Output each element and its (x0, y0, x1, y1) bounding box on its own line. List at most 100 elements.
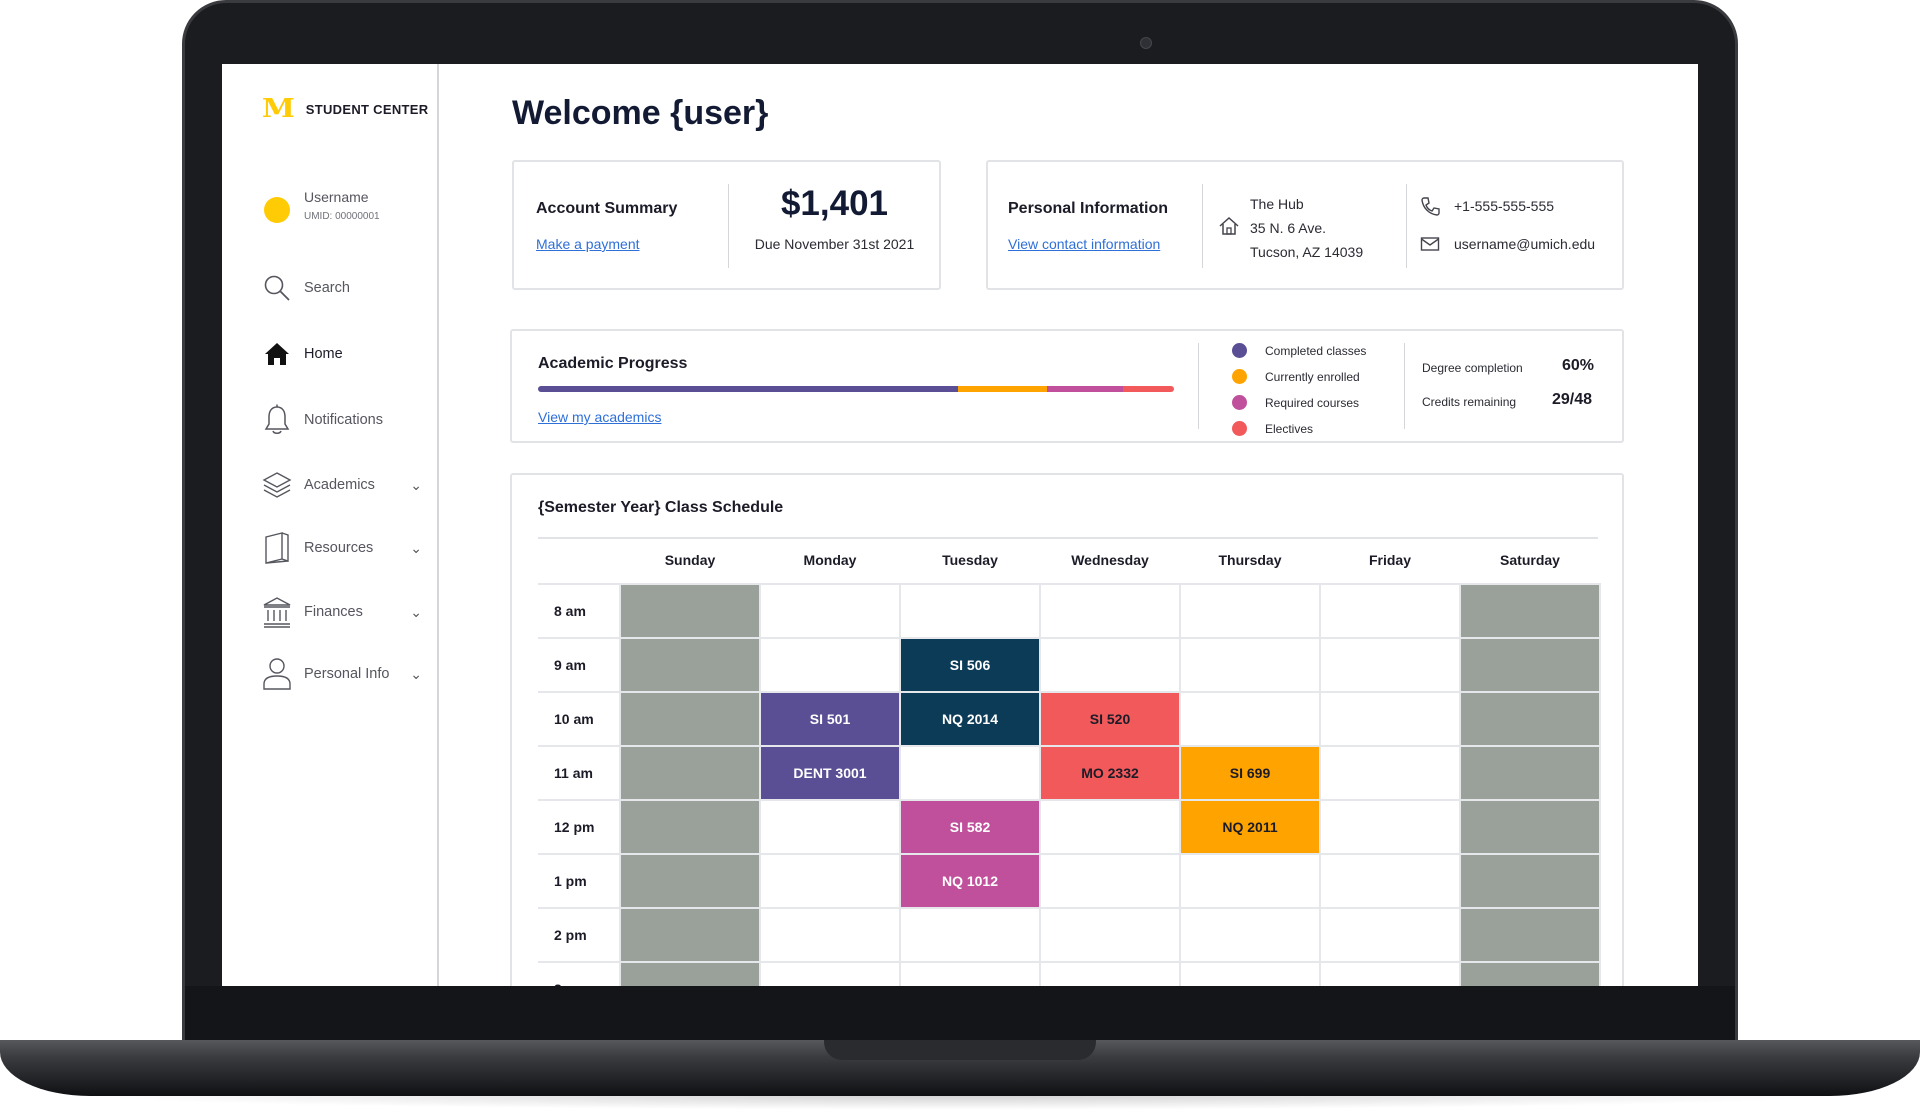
empty-slot[interactable] (1179, 853, 1321, 909)
account-summary-card: Account Summary Make a payment $1,401 Du… (512, 160, 941, 290)
divider (1202, 184, 1203, 268)
day-header: Sunday (664, 552, 716, 568)
schedule-row: 10 am SI 501 NQ 2014 SI 520 (538, 691, 1601, 747)
empty-slot[interactable] (1319, 799, 1461, 855)
legend-swatch (1232, 421, 1247, 436)
day-header: Tuesday (942, 552, 998, 568)
academic-progress-title: Academic Progress (538, 355, 688, 372)
sidebar-item-notifications[interactable]: Notifications (262, 404, 422, 436)
divider (1404, 343, 1405, 429)
empty-slot[interactable] (1179, 583, 1321, 639)
class-block[interactable]: SI 699 (1179, 745, 1321, 801)
sidebar-item-label: Academics (304, 477, 375, 493)
class-block[interactable]: SI 501 (759, 691, 901, 747)
empty-slot[interactable] (759, 637, 901, 693)
class-block[interactable]: SI 520 (1039, 691, 1181, 747)
sidebar-item-academics[interactable]: Academics ⌄ (262, 469, 422, 501)
empty-slot[interactable] (1319, 853, 1461, 909)
bank-icon (262, 596, 292, 628)
empty-slot[interactable] (899, 961, 1041, 986)
sidebar-item-personal-info[interactable]: Personal Info ⌄ (262, 658, 422, 690)
empty-slot[interactable] (1039, 583, 1181, 639)
empty-slot[interactable] (1179, 907, 1321, 963)
sidebar-item-search[interactable]: Search (262, 272, 422, 304)
divider (1406, 184, 1407, 268)
chevron-down-icon[interactable]: ⌄ (410, 476, 422, 493)
day-header: Monday (803, 552, 857, 568)
username: Username (304, 189, 369, 205)
empty-slot[interactable] (1319, 907, 1461, 963)
empty-slot[interactable] (1039, 637, 1181, 693)
empty-slot[interactable] (759, 583, 901, 639)
legend-label: Required courses (1265, 395, 1360, 410)
schedule-row: 8 am (538, 583, 1601, 639)
unavailable-cell (1459, 907, 1601, 963)
mail-icon (1420, 236, 1440, 257)
empty-slot[interactable] (1039, 853, 1181, 909)
empty-slot[interactable] (1319, 961, 1461, 986)
empty-slot[interactable] (1179, 691, 1321, 747)
empty-slot[interactable] (899, 907, 1041, 963)
class-block[interactable]: SI 582 (899, 799, 1041, 855)
time-header (538, 537, 620, 584)
sidebar-item-resources[interactable]: Resources ⌄ (262, 532, 422, 564)
phone-number[interactable]: +1-555-555-555 (1454, 198, 1555, 214)
empty-slot[interactable] (899, 583, 1041, 639)
class-block[interactable]: NQ 2014 (899, 691, 1041, 747)
empty-slot[interactable] (1319, 583, 1461, 639)
schedule-row: 11 am DENT 3001 MO 2332 SI 699 (538, 745, 1601, 801)
email-address[interactable]: username@umich.edu (1454, 236, 1596, 252)
time-label: 9 am (538, 637, 621, 693)
address-line: The Hub (1250, 196, 1304, 212)
user-profile[interactable]: Username UMID: 00000001 (264, 189, 380, 223)
search-icon (262, 272, 292, 304)
unavailable-cell (619, 637, 761, 693)
empty-slot[interactable] (759, 799, 901, 855)
empty-slot[interactable] (759, 961, 901, 986)
chevron-down-icon[interactable]: ⌄ (410, 539, 422, 556)
legend-label: Electives (1265, 421, 1314, 436)
empty-slot[interactable] (1319, 637, 1461, 693)
academic-progress-card: Academic Progress View my academics Comp… (510, 329, 1624, 443)
book-icon (262, 532, 292, 564)
empty-slot[interactable] (1039, 907, 1181, 963)
progress-segment (538, 386, 958, 392)
sidebar-item-finances[interactable]: Finances ⌄ (262, 596, 422, 628)
class-block[interactable]: NQ 2011 (1179, 799, 1321, 855)
degree-completion-value: 60% (1562, 357, 1595, 374)
empty-slot[interactable] (1039, 799, 1181, 855)
view-contact-link[interactable]: View contact information (1008, 236, 1161, 252)
unavailable-cell (1459, 745, 1601, 801)
make-payment-link[interactable]: Make a payment (536, 236, 640, 252)
class-block[interactable]: NQ 1012 (899, 853, 1041, 909)
chevron-down-icon[interactable]: ⌄ (410, 665, 422, 682)
empty-slot[interactable] (759, 907, 901, 963)
empty-slot[interactable] (1179, 637, 1321, 693)
address-line: Tucson, AZ 14039 (1250, 244, 1364, 260)
empty-slot[interactable] (1319, 691, 1461, 747)
unavailable-cell (619, 907, 761, 963)
legend-swatch (1232, 395, 1247, 410)
empty-slot[interactable] (1039, 961, 1181, 986)
empty-slot[interactable] (1179, 961, 1321, 986)
view-academics-link[interactable]: View my academics (538, 409, 662, 425)
class-block[interactable]: MO 2332 (1039, 745, 1181, 801)
bell-icon (262, 404, 292, 436)
class-block[interactable]: SI 506 (899, 637, 1041, 693)
legend-electives: Electives (1232, 421, 1313, 436)
house-icon (1218, 216, 1240, 241)
schedule-row: 12 pm SI 582 NQ 2011 (538, 799, 1601, 855)
laptop-bezel (185, 986, 1735, 1050)
unavailable-cell (619, 691, 761, 747)
phone-icon (1420, 196, 1440, 221)
sidebar-item-home[interactable]: Home (262, 338, 422, 370)
unavailable-cell (619, 961, 761, 986)
camera (1140, 37, 1152, 49)
empty-slot[interactable] (899, 745, 1041, 801)
class-block[interactable]: DENT 3001 (759, 745, 901, 801)
balance-amount: $1,401 (780, 184, 889, 223)
empty-slot[interactable] (1319, 745, 1461, 801)
empty-slot[interactable] (759, 853, 901, 909)
chevron-down-icon[interactable]: ⌄ (410, 603, 422, 620)
brand[interactable]: M STUDENT CENTER (262, 94, 428, 124)
